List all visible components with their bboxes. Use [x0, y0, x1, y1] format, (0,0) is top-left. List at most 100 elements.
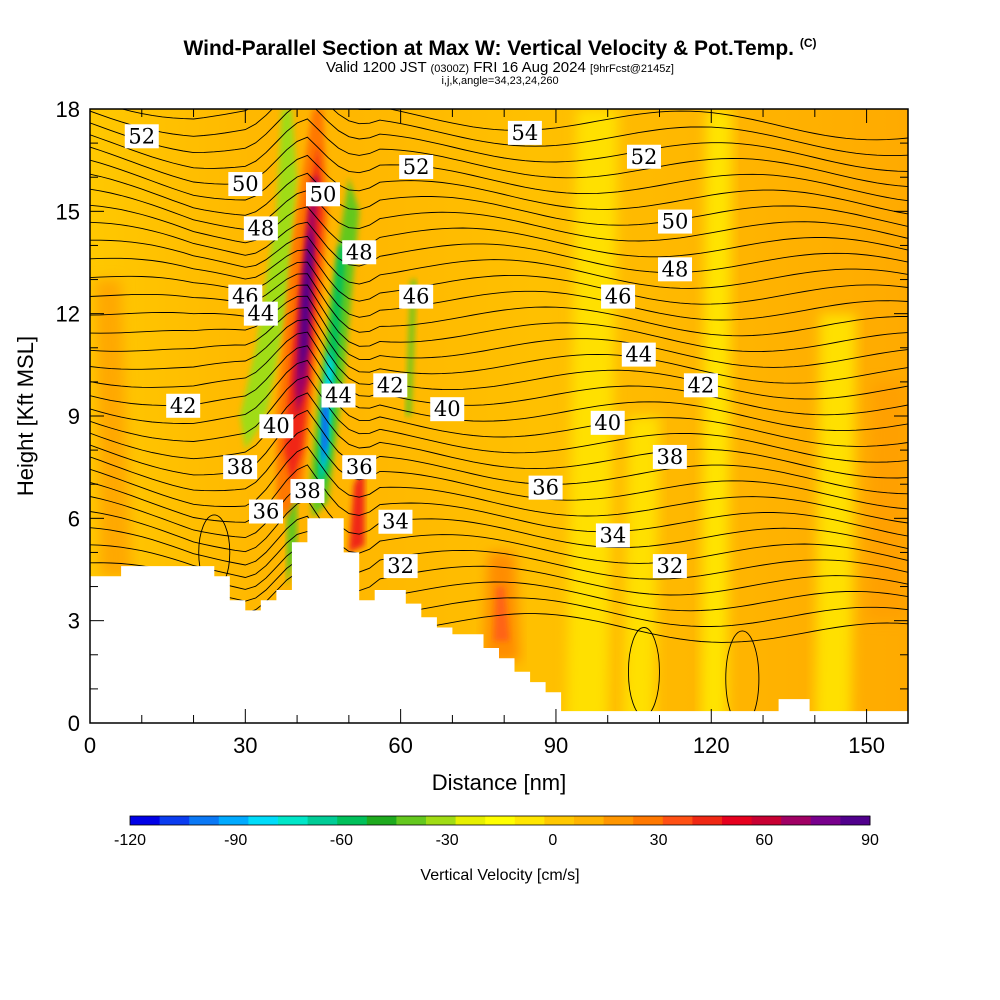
yellow-band — [700, 109, 732, 723]
colorbar-swatch — [307, 816, 338, 825]
theta-label: 46 — [403, 285, 430, 309]
theta-contour-line — [90, 109, 908, 172]
theta-label: 44 — [325, 384, 352, 408]
theta-label: 54 — [512, 121, 539, 145]
updraft-peak — [299, 228, 313, 382]
yellow-band — [814, 313, 857, 723]
theta-label-box — [683, 373, 718, 398]
theta-label: 34 — [600, 523, 627, 547]
colorbar-swatch — [455, 816, 486, 825]
theta-label: 34 — [382, 510, 409, 534]
y-tick-label: 3 — [68, 609, 80, 634]
theta-label-box — [378, 509, 413, 534]
colorbar-swatch — [722, 816, 753, 825]
colorbar-tick-label: -120 — [114, 832, 146, 849]
colorbar-swatch — [751, 816, 782, 825]
theta-contour-line — [90, 331, 908, 416]
theta-label: 38 — [227, 455, 254, 479]
theta-label: 44 — [625, 343, 652, 367]
colorbar-swatch — [574, 816, 605, 825]
colorbar-tick-label: -60 — [330, 832, 353, 849]
theta-contour-line — [90, 530, 908, 596]
theta-label-box — [626, 144, 661, 169]
title-text: Wind-Parallel Section at Max W: Vertical… — [183, 37, 794, 60]
theta-label: 42 — [377, 373, 404, 397]
theta-label: 52 — [631, 145, 658, 169]
theta-label-box — [507, 120, 542, 145]
valid-time-line: Valid 1200 JST (0300Z) FRI 16 Aug 2024 [… — [0, 59, 1000, 76]
downdraft-left — [240, 109, 298, 451]
theta-label: 48 — [662, 257, 689, 281]
theta-label-box — [228, 172, 263, 197]
theta-contour-line — [90, 359, 908, 447]
theta-label: 32 — [387, 554, 414, 578]
theta-label: 42 — [688, 373, 715, 397]
colorbar-swatch — [692, 816, 723, 825]
theta-label: 48 — [247, 216, 274, 240]
colorbar-swatch — [603, 816, 634, 825]
theta-label-box — [223, 455, 258, 480]
theta-label: 38 — [656, 445, 683, 469]
forecast-info: [9hrFcst@2145z] — [590, 63, 674, 75]
terrain — [90, 518, 908, 723]
theta-label-box — [652, 444, 687, 469]
colorbar-title: Vertical Velocity [cm/s] — [420, 867, 579, 884]
theta-contour-line — [90, 427, 908, 510]
theta-label-box — [373, 373, 408, 398]
theta-label-box — [652, 554, 687, 579]
theta-label-box — [383, 554, 418, 579]
grid-params: i,j,k,angle=34,23,24,260 — [441, 75, 559, 87]
colorbar-swatch — [159, 816, 190, 825]
yellow-band — [623, 416, 660, 723]
theta-label-box — [321, 383, 356, 408]
theta-label: 52 — [403, 155, 430, 179]
theta-label: 38 — [294, 479, 321, 503]
y-tick-label: 12 — [56, 302, 80, 327]
orange-band — [95, 279, 132, 577]
y-axis-title: Height [Kft MSL] — [13, 336, 38, 496]
colorbar-frame — [129, 815, 871, 826]
theta-label-box — [621, 342, 656, 367]
theta-contour-line — [90, 154, 908, 215]
theta-label: 50 — [662, 210, 689, 234]
y-tick-label: 9 — [68, 404, 80, 429]
colorbar-swatch — [248, 816, 279, 825]
theta-contour-line — [90, 446, 908, 524]
colorbar-swatch — [130, 816, 161, 825]
colorbar-tick-label: -90 — [224, 832, 247, 849]
theta-label-box — [243, 216, 278, 241]
colorbar-swatch — [218, 816, 249, 825]
theta-label-box — [342, 455, 377, 480]
theta-label: 40 — [263, 414, 290, 438]
theta-label: 48 — [346, 240, 373, 264]
theta-contour-loop — [725, 630, 760, 723]
theta-label-box — [658, 257, 693, 282]
theta-label-box — [249, 499, 284, 524]
theta-label: 36 — [532, 476, 559, 500]
theta-contour-line — [90, 188, 908, 242]
x-tick-label: 0 — [84, 733, 96, 758]
theta-contour-line — [90, 464, 908, 537]
downdraft-thin — [405, 279, 417, 416]
orange-core — [493, 586, 510, 642]
colorbar-tick-label: 0 — [548, 832, 557, 849]
theta-contour-line — [90, 345, 908, 432]
x-tick-label: 30 — [233, 733, 257, 758]
colorbar-swatch — [514, 816, 545, 825]
theta-label: 36 — [346, 455, 373, 479]
theta-contour-line — [90, 136, 908, 202]
theta-label: 44 — [247, 302, 274, 326]
theta-label: 52 — [128, 124, 155, 148]
theta-label: 50 — [232, 172, 259, 196]
theta-label-box — [124, 124, 159, 149]
theta-contour-line — [90, 204, 908, 258]
colorbar-swatch — [426, 816, 457, 825]
colorbar-swatch — [633, 816, 664, 825]
y-tick-label: 18 — [56, 97, 80, 122]
theta-label-box — [243, 301, 278, 326]
colorbar-swatch — [840, 816, 871, 825]
theta-label-box — [290, 479, 325, 504]
theta-label: 50 — [310, 182, 337, 206]
y-tick-label: 6 — [68, 506, 80, 531]
